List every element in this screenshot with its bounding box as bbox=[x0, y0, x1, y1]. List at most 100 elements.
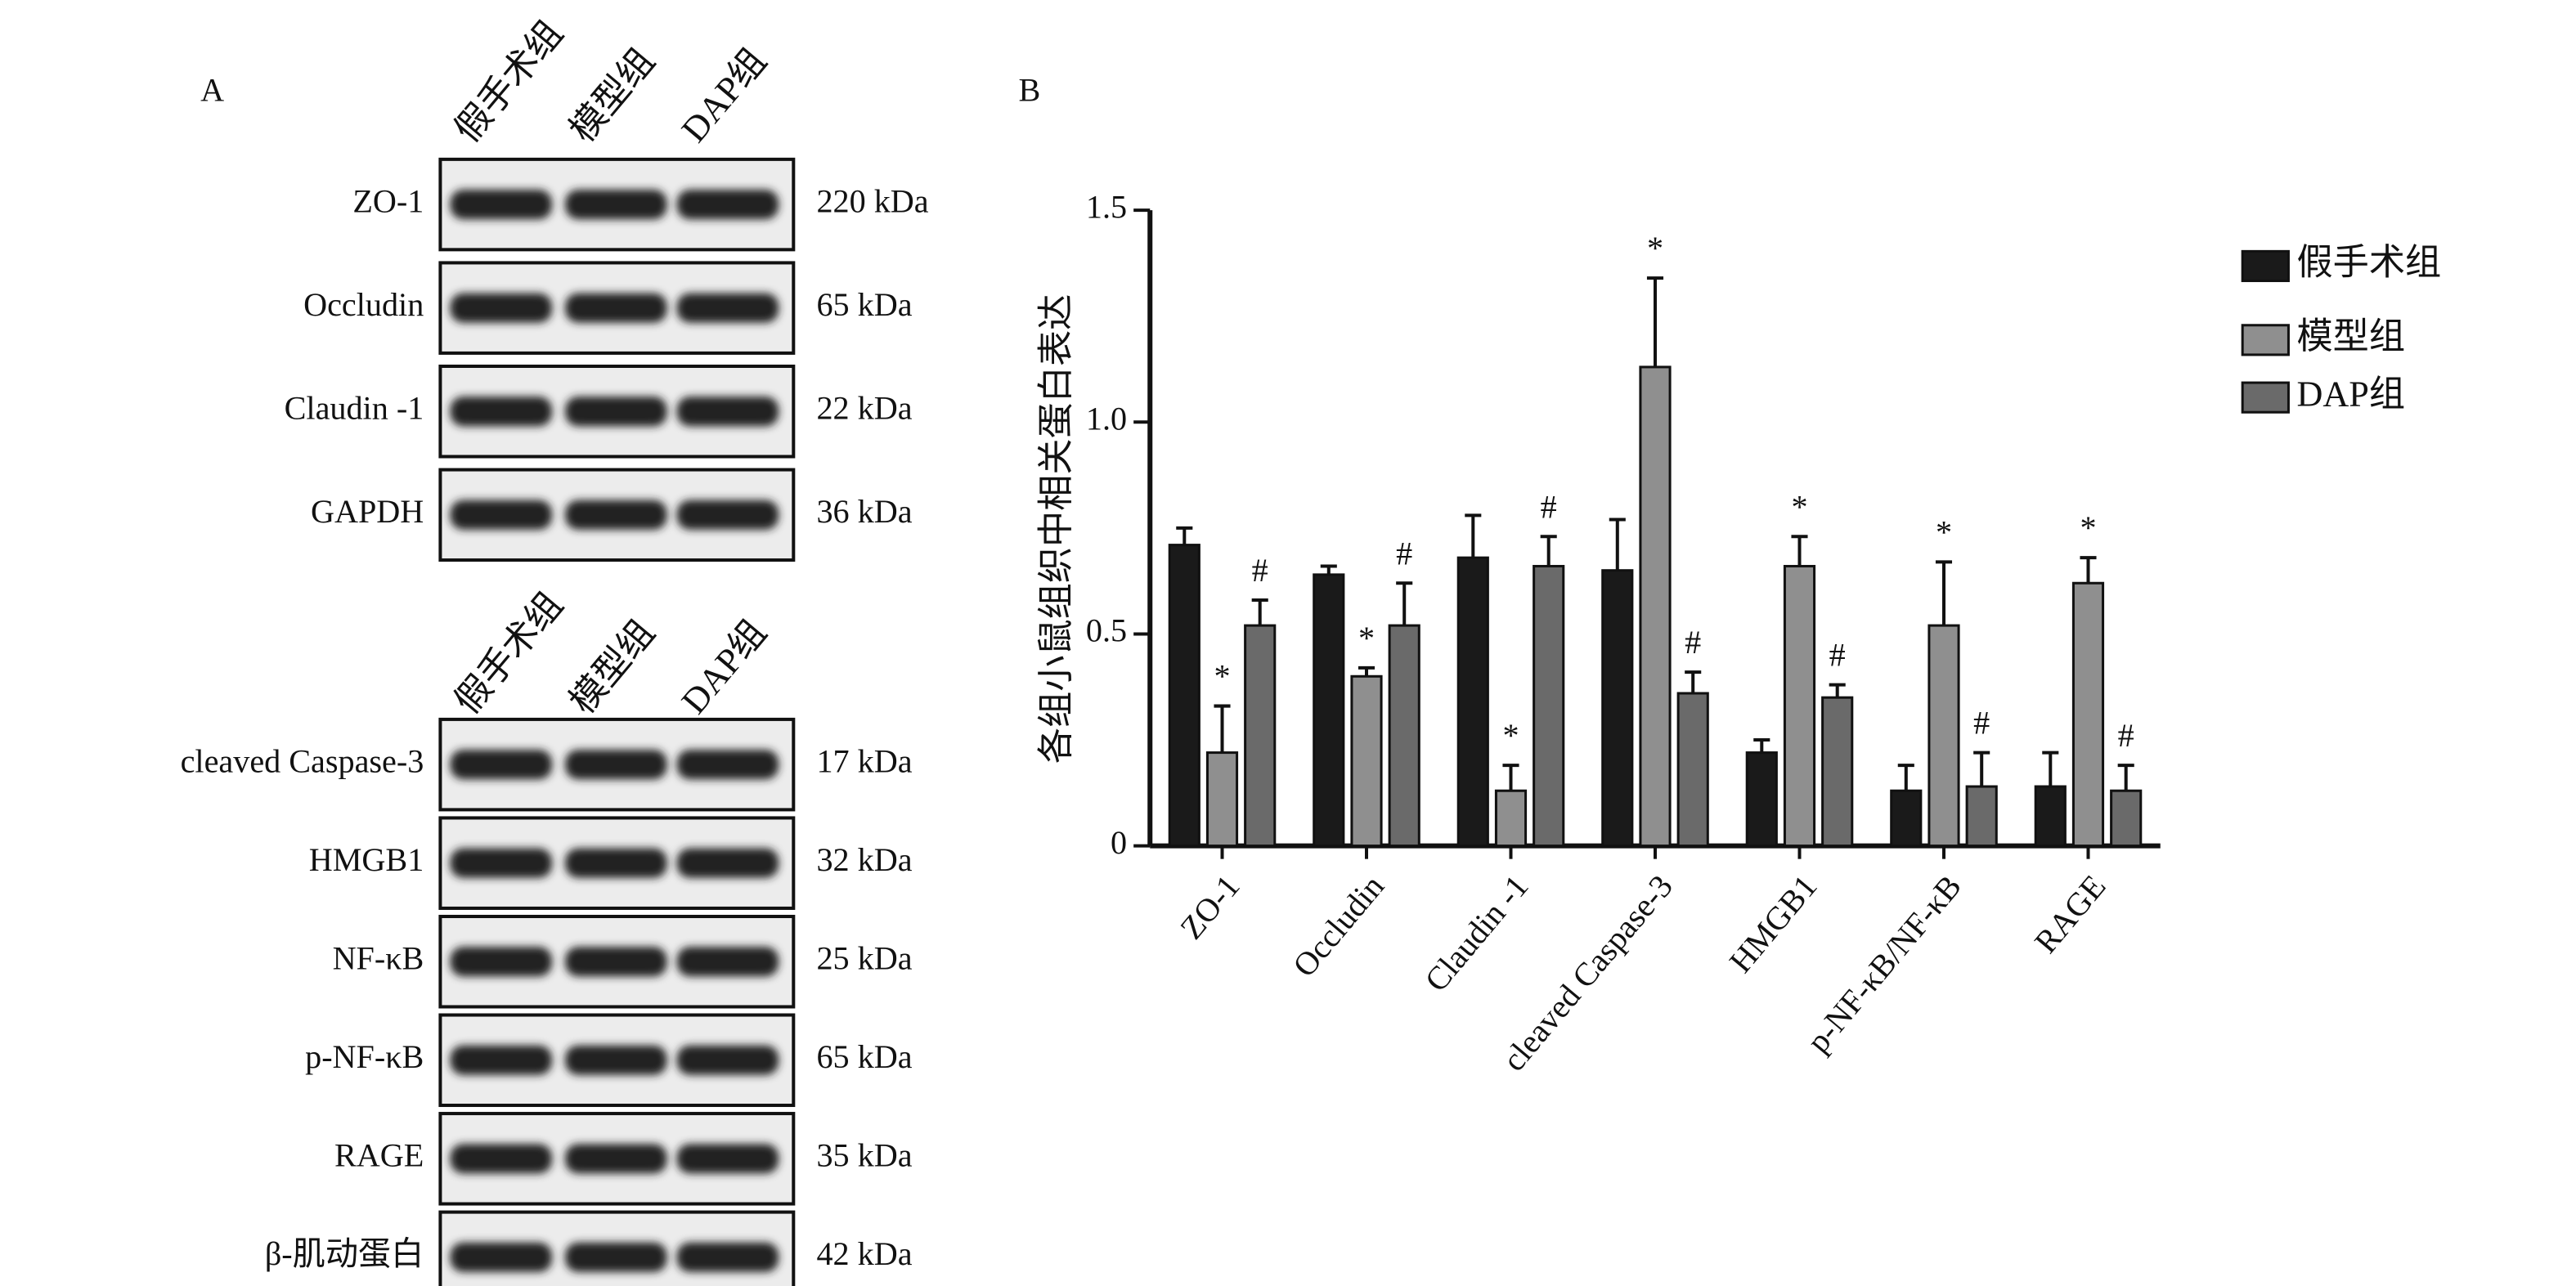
bar bbox=[1313, 573, 1345, 848]
blot-band bbox=[676, 190, 779, 220]
blot-band bbox=[676, 397, 779, 427]
lane-label: DAP组 bbox=[674, 612, 774, 721]
protein-label: GAPDH bbox=[311, 493, 424, 530]
significance-mark: * bbox=[1214, 658, 1230, 695]
blot-band bbox=[450, 500, 552, 530]
blot-band bbox=[565, 500, 667, 530]
bar bbox=[2071, 581, 2105, 848]
size-label: 36 kDa bbox=[816, 493, 912, 530]
blot-band bbox=[450, 1045, 552, 1075]
bar bbox=[1783, 565, 1816, 848]
bar bbox=[1676, 692, 1709, 848]
size-label: 22 kDa bbox=[816, 389, 912, 426]
blot-band bbox=[450, 293, 552, 323]
bar bbox=[1350, 674, 1383, 848]
x-tick-label: p-NF-κB/NF-κB bbox=[1799, 868, 1968, 1060]
blot-band bbox=[676, 1242, 779, 1272]
blot-band bbox=[450, 750, 552, 780]
blot-band bbox=[565, 848, 667, 878]
size-label: 25 kDa bbox=[816, 939, 912, 976]
y-tick-label: 1.0 bbox=[1086, 401, 1127, 437]
size-label: 65 kDa bbox=[816, 286, 912, 323]
significance-mark: # bbox=[1541, 488, 1557, 525]
significance-mark: * bbox=[1647, 230, 1663, 267]
y-tick-label: 1.5 bbox=[1086, 188, 1127, 225]
x-tick-label: RAGE bbox=[2027, 868, 2113, 961]
panel-label: A bbox=[200, 72, 224, 109]
blot-band bbox=[565, 293, 667, 323]
blot-band bbox=[676, 293, 779, 323]
significance-mark: * bbox=[1936, 513, 1952, 550]
bar bbox=[2034, 785, 2067, 848]
bar bbox=[1533, 565, 1565, 848]
blot-band bbox=[450, 848, 552, 878]
significance-mark: * bbox=[1791, 488, 1807, 525]
blot-band bbox=[450, 397, 552, 427]
lane-label: 假手术组 bbox=[447, 585, 571, 721]
bar bbox=[1168, 544, 1200, 848]
legend-swatch bbox=[2241, 324, 2290, 356]
x-tick-label: Claudin -1 bbox=[1417, 868, 1535, 999]
significance-mark: * bbox=[2080, 509, 2096, 546]
size-label: 220 kDa bbox=[816, 182, 928, 219]
blot-band bbox=[450, 1144, 552, 1174]
blot-band bbox=[565, 947, 667, 977]
blot-band bbox=[565, 750, 667, 780]
bar bbox=[1494, 789, 1528, 848]
y-tick-label: 0 bbox=[1111, 824, 1127, 861]
bar bbox=[1821, 696, 1854, 848]
significance-mark: # bbox=[1396, 535, 1412, 571]
protein-label: β-肌动蛋白 bbox=[265, 1235, 424, 1272]
significance-mark: # bbox=[1973, 705, 1990, 742]
protein-label: NF-κB bbox=[333, 939, 424, 976]
blot-band bbox=[565, 1144, 667, 1174]
blot-band bbox=[676, 1144, 779, 1174]
legend-swatch bbox=[2241, 381, 2290, 414]
lane-label: 模型组 bbox=[562, 612, 662, 721]
bar bbox=[1965, 785, 1998, 848]
blot-band bbox=[450, 1242, 552, 1272]
blot-band bbox=[676, 947, 779, 977]
size-label: 35 kDa bbox=[816, 1137, 912, 1174]
size-label: 42 kDa bbox=[816, 1235, 912, 1272]
legend-label: 模型组 bbox=[2296, 316, 2405, 356]
bar bbox=[1928, 624, 1960, 848]
bar bbox=[1639, 365, 1672, 848]
significance-mark: * bbox=[1502, 717, 1519, 754]
size-label: 32 kDa bbox=[816, 841, 912, 878]
bar bbox=[1205, 751, 1239, 848]
size-label: 17 kDa bbox=[816, 742, 912, 779]
size-label: 65 kDa bbox=[816, 1038, 912, 1075]
blot-band bbox=[450, 947, 552, 977]
lane-label: DAP组 bbox=[674, 41, 774, 150]
significance-mark: # bbox=[1252, 552, 1268, 589]
y-tick-label: 0.5 bbox=[1086, 612, 1127, 649]
legend-swatch bbox=[2241, 249, 2290, 283]
blot-band bbox=[676, 750, 779, 780]
protein-label: Claudin -1 bbox=[285, 389, 424, 426]
blot-band bbox=[676, 500, 779, 530]
significance-mark: # bbox=[1829, 637, 1846, 674]
x-tick-label: HMGB1 bbox=[1722, 868, 1824, 980]
bar bbox=[1244, 624, 1277, 848]
protein-label: RAGE bbox=[334, 1137, 424, 1174]
bar bbox=[1601, 569, 1634, 848]
bar bbox=[2110, 789, 2143, 848]
legend-label: 假手术组 bbox=[2296, 243, 2441, 283]
significance-mark: # bbox=[2118, 717, 2134, 754]
x-tick-label: Occludin bbox=[1286, 868, 1391, 984]
bar bbox=[1890, 789, 1923, 848]
lane-label: 假手术组 bbox=[447, 13, 571, 150]
significance-mark: # bbox=[1685, 624, 1701, 661]
bar bbox=[1388, 624, 1420, 848]
significance-mark: * bbox=[1358, 620, 1375, 656]
blot-band bbox=[565, 1242, 667, 1272]
protein-label: cleaved Caspase-3 bbox=[181, 742, 424, 779]
blot-band bbox=[565, 190, 667, 220]
protein-label: ZO-1 bbox=[352, 182, 424, 219]
legend-label: DAP组 bbox=[2296, 374, 2405, 414]
blot-band bbox=[450, 190, 552, 220]
bar bbox=[1456, 556, 1489, 848]
